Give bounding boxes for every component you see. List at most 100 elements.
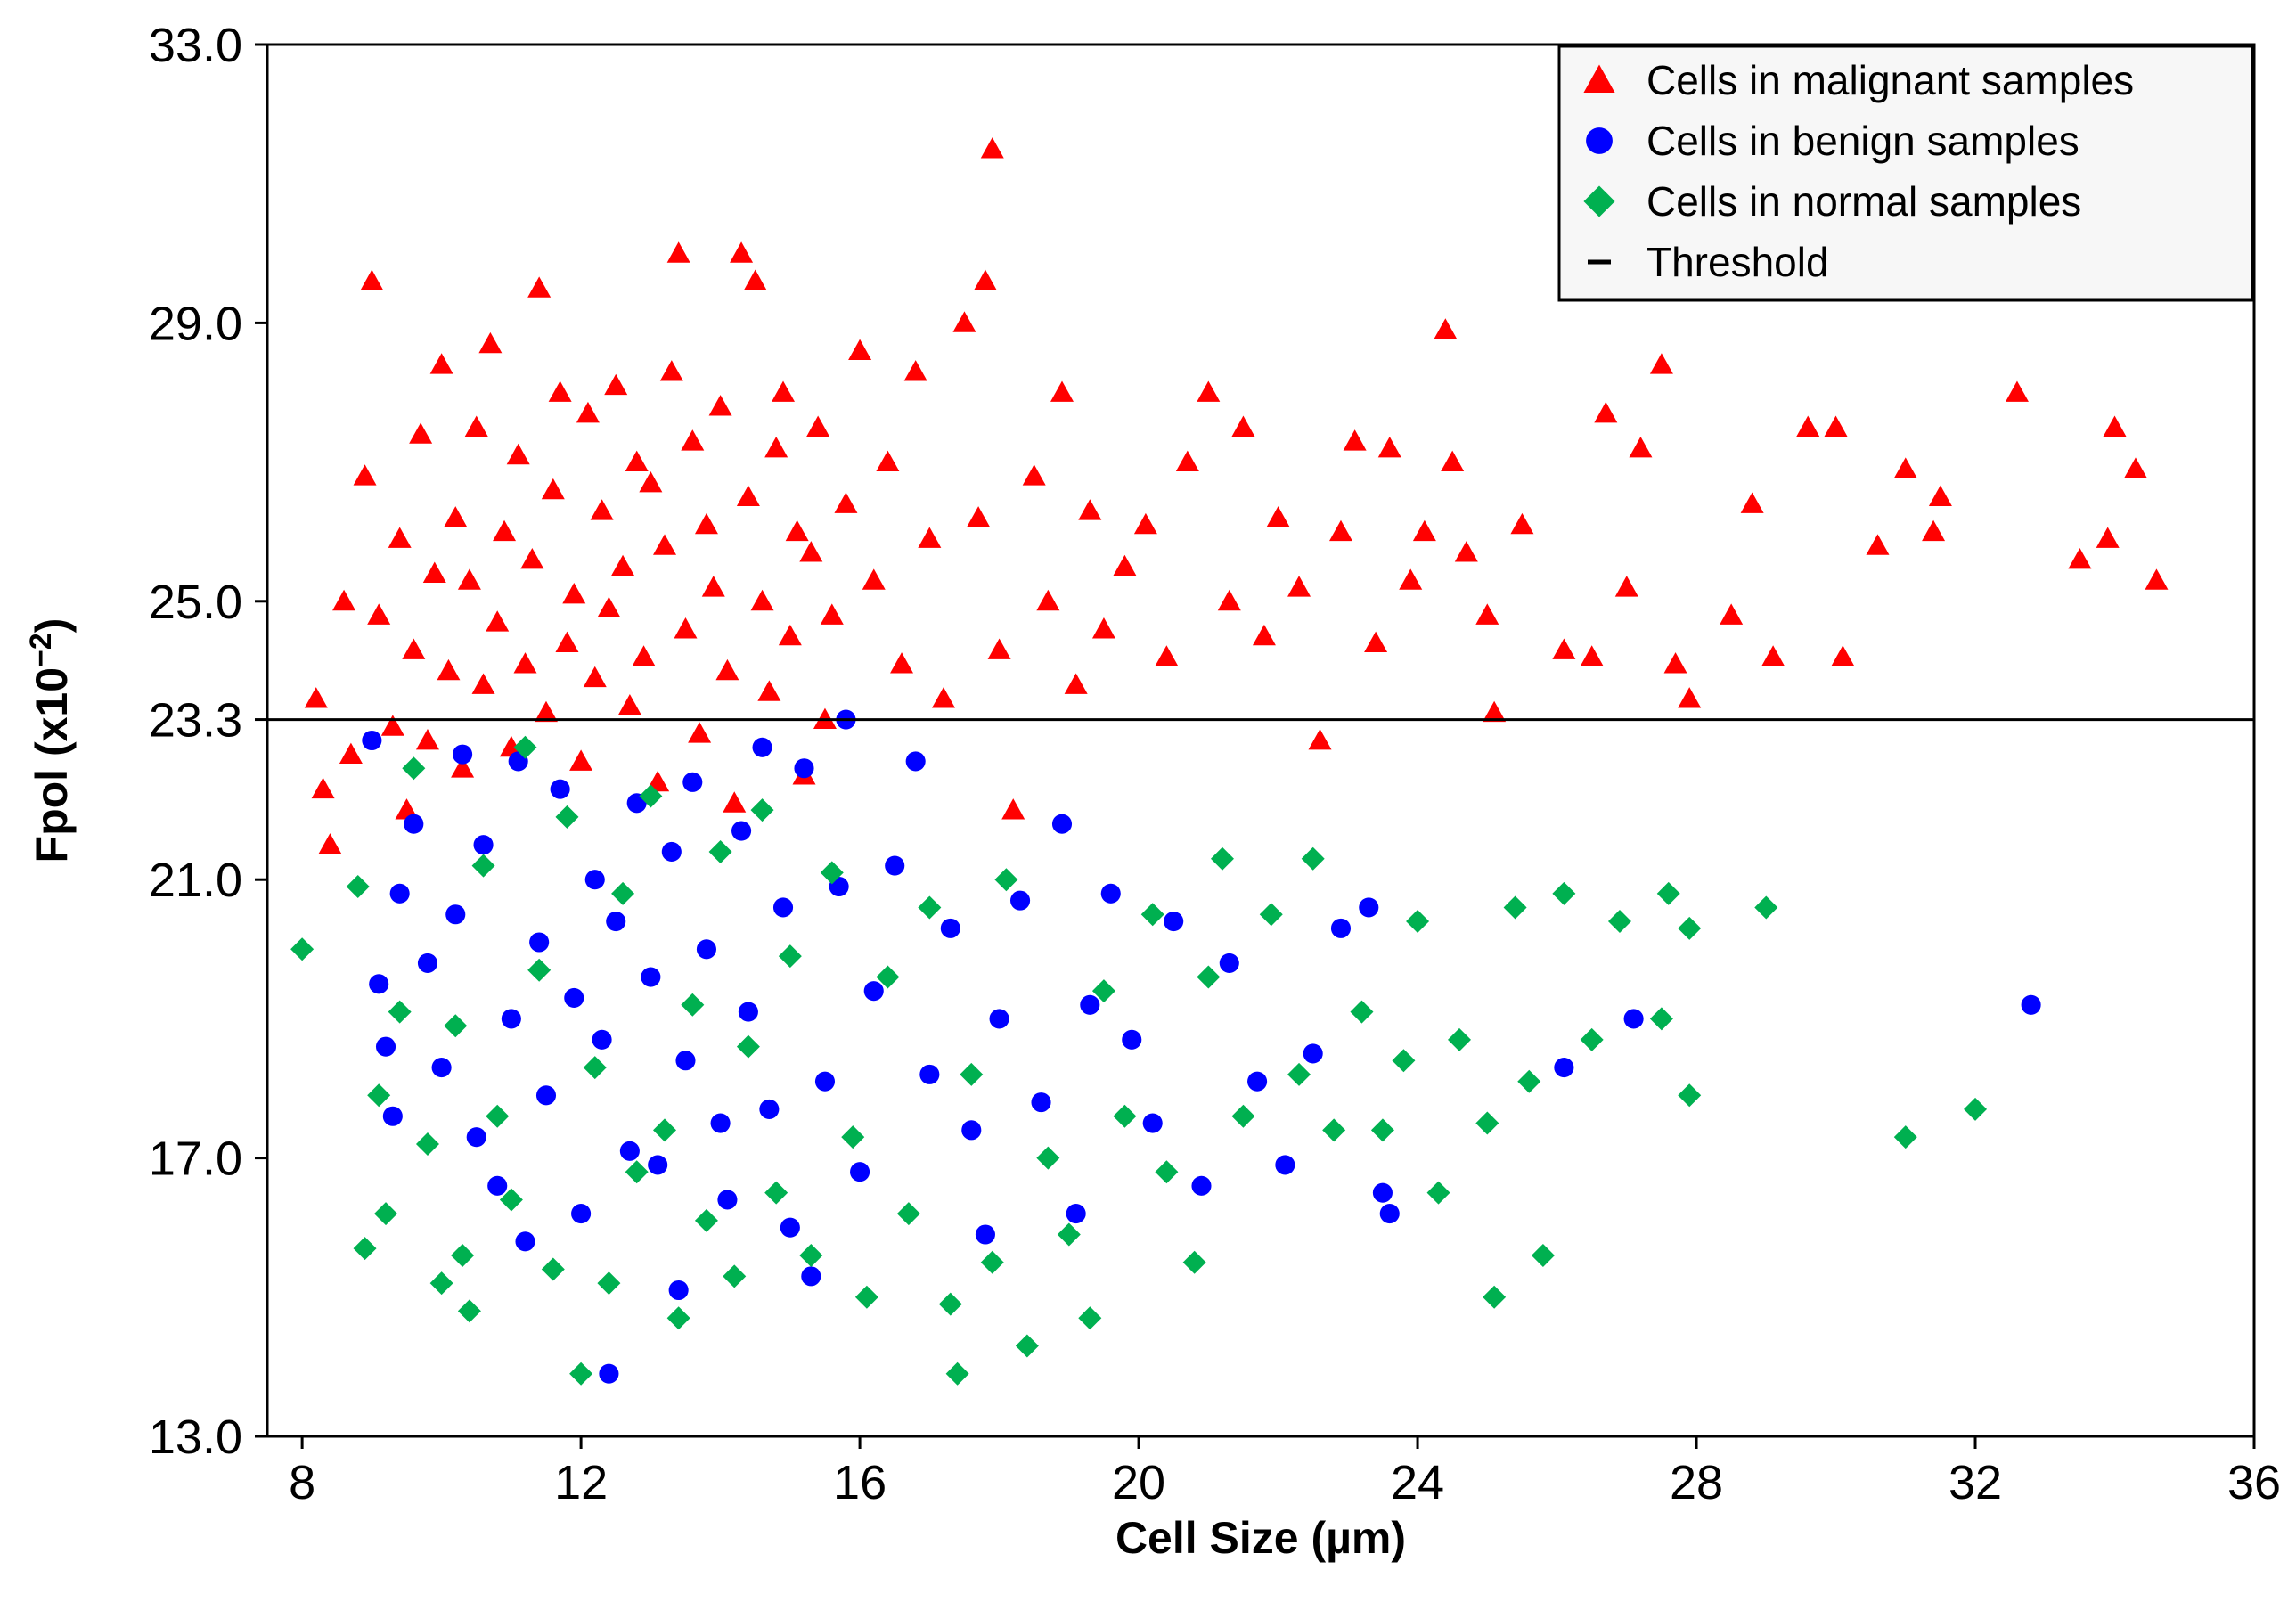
circle-point xyxy=(445,904,466,925)
triangle-point xyxy=(1454,541,1478,562)
diamond-point xyxy=(896,1202,920,1226)
triangle-point xyxy=(353,464,377,486)
diamond-point xyxy=(653,1118,676,1142)
diamond-point xyxy=(471,854,495,878)
triangle-point xyxy=(1377,436,1401,458)
circle-point xyxy=(752,737,772,757)
diamond-point xyxy=(451,1243,475,1267)
triangle-point xyxy=(1594,401,1618,423)
triangle-point xyxy=(931,687,955,708)
triangle-point xyxy=(1001,798,1025,820)
triangle-point xyxy=(534,700,558,723)
y-tick-label: 21.0 xyxy=(149,854,242,907)
diamond-point xyxy=(1678,916,1702,940)
triangle-point xyxy=(1893,457,1917,478)
triangle-point xyxy=(583,666,607,688)
y-tick-label: 29.0 xyxy=(149,297,242,350)
legend-item: Cells in malignant samples xyxy=(1583,57,2134,103)
x-tick-label: 28 xyxy=(1670,1456,1723,1509)
circle-point xyxy=(905,751,926,772)
legend-circle-swatch xyxy=(1586,127,1613,154)
diamond-point xyxy=(346,875,370,899)
x-tick-label: 16 xyxy=(833,1456,887,1509)
diamond-point xyxy=(1483,1285,1507,1309)
diamond-point xyxy=(854,1285,878,1309)
circle-point xyxy=(550,779,570,799)
triangle-point xyxy=(2103,415,2127,437)
circle-point xyxy=(1010,890,1031,911)
triangle-point xyxy=(890,652,914,674)
circle-point xyxy=(1623,1009,1644,1029)
triangle-point xyxy=(1231,415,1255,437)
triangle-point xyxy=(513,652,537,674)
triangle-point xyxy=(799,541,823,562)
circle-point xyxy=(710,1113,731,1133)
diamond-point xyxy=(938,1292,962,1316)
x-tick-label: 36 xyxy=(2227,1456,2281,1509)
diamond-point xyxy=(1475,1111,1499,1135)
triangle-point xyxy=(415,729,439,750)
triangle-point xyxy=(360,269,384,290)
triangle-point xyxy=(1133,512,1157,535)
circle-point xyxy=(501,1009,521,1029)
triangle-point xyxy=(2068,547,2092,569)
diamond-point xyxy=(388,1000,412,1024)
triangle-point xyxy=(1252,624,1276,646)
triangle-point xyxy=(820,603,844,625)
diamond-point xyxy=(1448,1027,1471,1051)
y-tick-label: 23.3 xyxy=(149,694,242,748)
triangle-point xyxy=(723,791,747,813)
triangle-point xyxy=(611,554,635,576)
triangle-point xyxy=(1441,450,1465,471)
triangle-point xyxy=(1197,380,1221,402)
triangle-point xyxy=(653,534,676,555)
diamond-point xyxy=(708,839,732,863)
circle-point xyxy=(584,870,605,890)
diamond-point xyxy=(415,1132,439,1156)
triangle-point xyxy=(555,631,579,653)
triangle-point xyxy=(562,582,586,604)
triangle-point xyxy=(380,715,404,736)
diamond-point xyxy=(367,1083,391,1108)
diamond-point xyxy=(764,1181,788,1205)
triangle-point xyxy=(1287,576,1311,597)
diamond-point xyxy=(611,881,635,905)
triangle-point xyxy=(1328,519,1352,542)
triangle-point xyxy=(1831,645,1855,666)
triangle-point xyxy=(451,756,475,778)
circle-point xyxy=(940,918,960,938)
diamond-point xyxy=(1231,1104,1255,1128)
circle-point xyxy=(780,1217,800,1238)
diamond-point xyxy=(555,805,579,829)
triangle-point xyxy=(1217,589,1241,611)
circle-point xyxy=(1359,897,1379,918)
triangle-point xyxy=(785,519,809,542)
triangle-point xyxy=(743,269,767,290)
diamond-point xyxy=(1964,1097,1988,1121)
circle-point xyxy=(863,981,884,1002)
triangle-point xyxy=(730,241,754,263)
diamond-point xyxy=(1392,1049,1416,1073)
triangle-point xyxy=(569,749,593,771)
triangle-point xyxy=(694,512,718,535)
circle-point xyxy=(814,1071,836,1092)
circle-point xyxy=(975,1224,995,1245)
triangle-point xyxy=(2096,527,2120,548)
circle-point xyxy=(1051,814,1073,834)
circle-point xyxy=(641,967,661,987)
circle-point xyxy=(362,730,382,751)
triangle-point xyxy=(1510,512,1534,535)
x-tick-label: 8 xyxy=(289,1456,315,1509)
diamond-point xyxy=(778,944,802,969)
diamond-point xyxy=(1155,1160,1179,1184)
circle-point xyxy=(850,1162,870,1182)
diamond-point xyxy=(1078,1306,1102,1330)
triangle-point xyxy=(1091,617,1115,639)
triangle-point xyxy=(903,360,927,381)
axis-ticks: 8 12 16 20 24 28 32 36 13.0 17.0 21.0 23.3 25.0 29.0 3… xyxy=(149,19,2281,1509)
diamond-point xyxy=(353,1237,377,1261)
triangle-point xyxy=(952,311,976,332)
y-tick-label: 17.0 xyxy=(149,1132,242,1186)
triangle-point xyxy=(1064,673,1088,694)
diamond-point xyxy=(1197,965,1221,989)
